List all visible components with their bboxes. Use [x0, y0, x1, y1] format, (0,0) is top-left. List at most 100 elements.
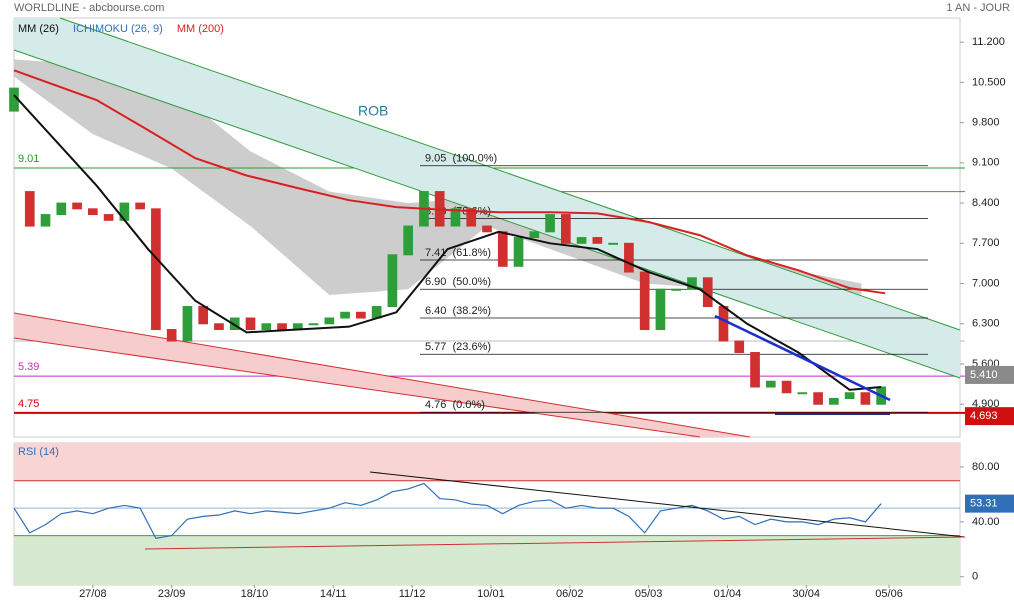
candle	[797, 392, 808, 395]
candle	[245, 317, 256, 331]
channel	[14, 18, 960, 378]
trend-line	[144, 536, 966, 550]
candle	[308, 323, 319, 326]
candle	[72, 202, 82, 210]
candle	[324, 317, 335, 325]
fib-label: 6.90 (50.0%)	[425, 276, 491, 288]
y-tick-label: 7.000	[972, 277, 1000, 289]
candle	[356, 311, 366, 319]
panel-title: RSI (14)	[18, 446, 59, 458]
moving-average	[13, 69, 886, 295]
candle	[592, 237, 603, 244]
candle	[718, 306, 729, 342]
candle	[340, 311, 350, 319]
channel-line	[13, 312, 751, 438]
rsi-line	[13, 482, 882, 540]
x-tick-label: 01/04	[714, 588, 742, 600]
y-tick-label: 9.100	[972, 157, 1000, 169]
candle	[639, 271, 650, 331]
candle	[119, 202, 130, 221]
y-tick-label: 0	[972, 571, 978, 583]
level-label: 5.39	[18, 361, 39, 373]
overbought-zone	[14, 443, 960, 481]
candle	[576, 237, 587, 244]
price-tag	[965, 365, 1014, 384]
candle	[103, 214, 114, 221]
candle	[56, 202, 67, 216]
fib-label: 6.40 (38.2%)	[425, 305, 491, 317]
candle	[844, 392, 855, 399]
candle	[87, 208, 98, 216]
candle	[403, 225, 414, 256]
channel-line	[13, 49, 961, 379]
period: 1 AN - JOUR	[946, 2, 1010, 14]
candle	[608, 242, 618, 245]
candle	[655, 288, 666, 331]
candle	[387, 254, 398, 308]
x-tick-label: 05/03	[635, 588, 663, 600]
y-tick-label: 9.800	[972, 117, 1000, 129]
candle	[671, 288, 682, 291]
legend-entry: MM (200)	[177, 23, 224, 35]
x-tick-label: 14/11	[320, 588, 347, 600]
candle	[765, 380, 776, 388]
candle	[513, 237, 524, 267]
chart-title: WORLDLINE - abcbourse.com	[14, 2, 164, 14]
candle	[151, 208, 161, 331]
price-tag-label: 5.410	[970, 369, 998, 381]
candle	[497, 231, 508, 267]
candle	[40, 214, 51, 227]
trend-line	[369, 471, 966, 538]
x-tick-label: 23/09	[158, 588, 186, 600]
y-tick-label: 8.400	[972, 197, 1000, 209]
y-tick-label: 7.700	[972, 237, 1000, 249]
y-tick-label: 80.00	[972, 461, 1000, 473]
price-tag-label: 4.693	[970, 410, 998, 422]
trend-line	[714, 314, 891, 402]
candle	[261, 323, 272, 331]
x-tick-label: 30/04	[793, 588, 821, 600]
y-tick-label: 6.300	[972, 318, 1000, 330]
candle	[229, 317, 240, 331]
candle	[529, 231, 540, 239]
candle	[624, 242, 634, 273]
candle	[545, 214, 555, 233]
x-tick-label: 11/12	[399, 588, 426, 600]
price-tag	[965, 407, 1014, 426]
candle	[781, 380, 792, 394]
candle	[860, 392, 871, 405]
candle	[560, 214, 571, 244]
legend-entry: MM (26)	[18, 23, 59, 35]
x-tick-label: 05/06	[875, 588, 903, 600]
candle	[450, 208, 461, 227]
y-tick-label: 40.00	[972, 516, 1000, 528]
candle	[166, 329, 177, 342]
candle	[214, 323, 224, 331]
price-tag	[965, 494, 1014, 513]
x-tick-label: 18/10	[241, 588, 269, 600]
candle	[482, 225, 492, 233]
candle	[182, 306, 193, 342]
x-tick-label: 10/01	[477, 588, 505, 600]
level-label: 4.75	[18, 398, 39, 410]
y-tick-label: 11.200	[972, 36, 1005, 48]
price-tag-label: 53.31	[970, 498, 998, 510]
candle	[750, 352, 760, 388]
candle	[829, 397, 839, 405]
candle	[687, 277, 697, 290]
channel-line	[13, 337, 701, 438]
candle	[466, 208, 477, 227]
y-tick-label: 10.500	[972, 76, 1006, 88]
oversold-zone	[14, 535, 960, 585]
candle	[277, 323, 287, 331]
legend-entry: ICHIMOKU (26, 9)	[73, 23, 163, 35]
x-tick-label: 27/08	[79, 588, 107, 600]
x-tick-label: 06/02	[556, 588, 584, 600]
candle	[734, 340, 745, 354]
fib-label: 5.77 (23.6%)	[425, 341, 491, 353]
candle	[24, 191, 35, 227]
candle	[198, 306, 209, 325]
channel-line	[59, 17, 961, 331]
annotation: ROB	[358, 103, 388, 119]
